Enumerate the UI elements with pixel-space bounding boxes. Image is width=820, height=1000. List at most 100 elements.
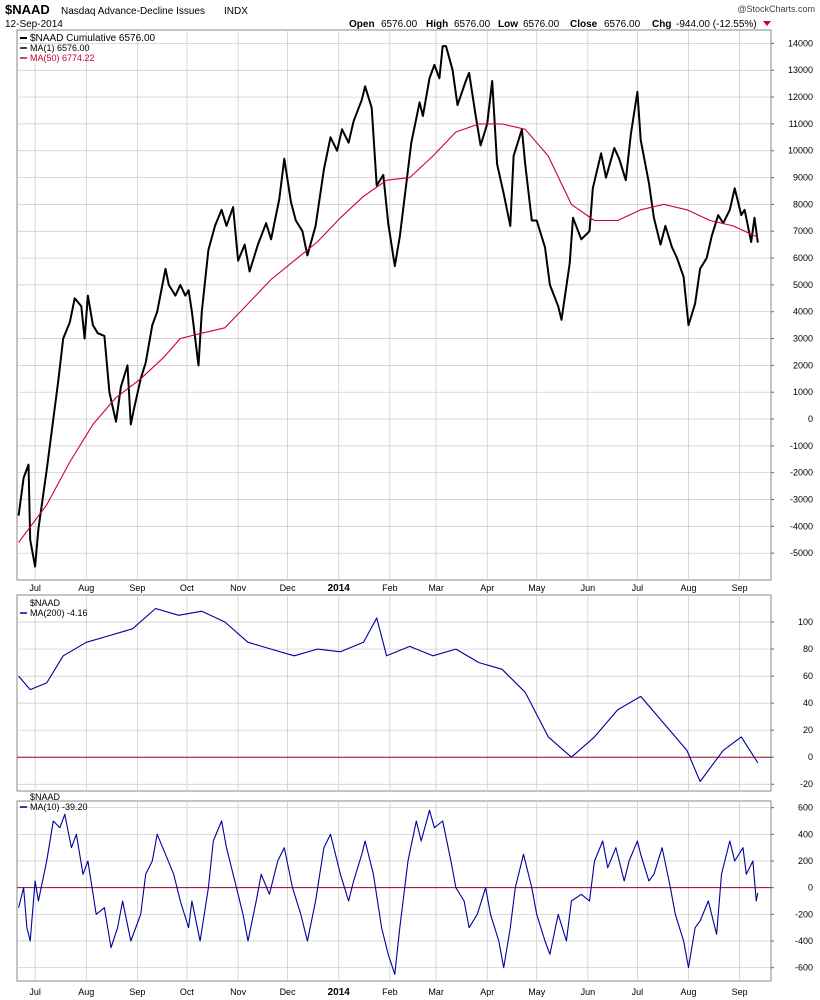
- open-label: Open: [349, 19, 375, 30]
- y-tick-label: 6000: [793, 253, 813, 263]
- y-tick-label: 14000: [788, 38, 813, 48]
- chart-name: Nasdaq Advance-Decline Issues: [61, 6, 205, 17]
- series-line-ma-200: [18, 607, 759, 783]
- low-label: Low: [498, 19, 518, 30]
- month-label: Jul: [29, 987, 41, 997]
- month-label: 2014: [328, 987, 351, 998]
- low-value: 6576.00: [523, 19, 560, 30]
- month-label: Mar: [428, 987, 444, 997]
- series-layer: [17, 45, 771, 975]
- month-label: Nov: [230, 987, 247, 997]
- month-label: Aug: [78, 987, 94, 997]
- y-tick-label: 2000: [793, 360, 813, 370]
- month-label: Jun: [581, 987, 596, 997]
- month-label: Feb: [382, 987, 398, 997]
- axis-layer: Jul Aug Sep Oct Nov Dec 2014 Feb Mar Apr May Jun Jul…: [29, 38, 813, 998]
- chart-date: 12-Sep-2014: [5, 19, 63, 30]
- legend-ma1: MA(1) 6576.00: [30, 43, 90, 53]
- y-tick-label: -3000: [790, 495, 813, 505]
- chg-label: Chg: [652, 19, 671, 30]
- open-value: 6576.00: [381, 19, 418, 30]
- ma200-legend: $NAAD MA(200) -4.16: [20, 598, 88, 618]
- month-label: Mar: [428, 583, 444, 593]
- series-line-naad-cumulative: [17, 45, 759, 568]
- month-label: 2014: [328, 583, 351, 594]
- ohlc-summary: Open 6576.00 High 6576.00 Low 6576.00 Cl…: [349, 19, 771, 30]
- y-tick-label: 0: [808, 414, 813, 424]
- y-tick-label: 0: [808, 752, 813, 762]
- high-value: 6576.00: [454, 19, 491, 30]
- y-tick-label: 80: [803, 644, 813, 654]
- close-label: Close: [570, 19, 598, 30]
- month-label: Apr: [480, 583, 494, 593]
- chg-value: -944.00 (-12.55%): [676, 19, 757, 30]
- month-label: Apr: [480, 987, 494, 997]
- y-tick-label: 3000: [793, 334, 813, 344]
- y-tick-label: 7000: [793, 226, 813, 236]
- legend-ma10-symbol: $NAAD: [30, 792, 61, 802]
- series-line-ma-50: [18, 123, 759, 543]
- ma10-panel-frame: [16, 800, 772, 982]
- month-label: Aug: [680, 583, 696, 593]
- y-tick-label: 0: [808, 883, 813, 893]
- y-tick-label: -4000: [790, 521, 813, 531]
- y-tick-label: -2000: [790, 468, 813, 478]
- month-label: Sep: [129, 583, 145, 593]
- ma10-legend: $NAAD MA(10) -39.20: [20, 792, 88, 812]
- chart-exchange: INDX: [224, 6, 248, 17]
- month-label: Sep: [732, 583, 748, 593]
- ma200-panel-frame: [16, 594, 772, 792]
- price-legend: $NAAD Cumulative 6576.00 MA(1) 6576.00 M…: [20, 33, 156, 63]
- y-tick-label: 5000: [793, 280, 813, 290]
- y-tick-label: 20: [803, 725, 813, 735]
- y-tick-label: 13000: [788, 65, 813, 75]
- y-tick-label: -20: [800, 779, 813, 789]
- y-tick-label: -600: [795, 963, 813, 973]
- stockcharts-credit: @StockCharts.com: [737, 4, 815, 14]
- close-value: 6576.00: [604, 19, 641, 30]
- y-tick-label: 4000: [793, 307, 813, 317]
- legend-ma10: MA(10) -39.20: [30, 802, 88, 812]
- grid-layer: [17, 30, 771, 981]
- month-label: Dec: [280, 583, 297, 593]
- month-label: Feb: [382, 583, 398, 593]
- month-label: Dec: [280, 987, 297, 997]
- month-label: Jul: [29, 583, 41, 593]
- month-label: May: [528, 583, 546, 593]
- y-tick-label: 1000: [793, 387, 813, 397]
- y-tick-label: 100: [798, 617, 813, 627]
- y-tick-label: 11000: [789, 119, 813, 129]
- y-tick-label: 600: [798, 803, 813, 813]
- price-panel-frame: [16, 29, 772, 581]
- y-tick-label: 200: [798, 856, 813, 866]
- chart-symbol: $NAAD: [5, 2, 50, 17]
- y-tick-label: -400: [795, 936, 813, 946]
- legend-cumulative: $NAAD Cumulative 6576.00: [30, 33, 156, 44]
- y-tick-label: 60: [803, 671, 813, 681]
- down-arrow-icon: [763, 21, 771, 26]
- month-label: Jul: [632, 987, 644, 997]
- month-label: May: [528, 987, 546, 997]
- month-label: Aug: [680, 987, 696, 997]
- y-tick-label: 9000: [793, 173, 813, 183]
- y-tick-label: 40: [803, 698, 813, 708]
- series-line-ma-10: [18, 809, 759, 975]
- high-label: High: [426, 19, 448, 30]
- month-label: Sep: [732, 987, 748, 997]
- legend-ma200-symbol: $NAAD: [30, 598, 61, 608]
- month-label: Jul: [632, 583, 644, 593]
- y-tick-label: 8000: [793, 199, 813, 209]
- y-tick-label: -5000: [790, 548, 813, 558]
- y-tick-label: -200: [795, 909, 813, 919]
- month-label: Aug: [78, 583, 94, 593]
- legend-ma50: MA(50) 6774.22: [30, 53, 95, 63]
- y-tick-label: 10000: [788, 146, 813, 156]
- month-label: Oct: [180, 583, 195, 593]
- month-label: Sep: [129, 987, 145, 997]
- y-tick-label: 400: [798, 829, 813, 839]
- month-label: Nov: [230, 583, 247, 593]
- y-tick-label: -1000: [790, 441, 813, 451]
- y-tick-label: 12000: [788, 92, 813, 102]
- month-label: Jun: [581, 583, 596, 593]
